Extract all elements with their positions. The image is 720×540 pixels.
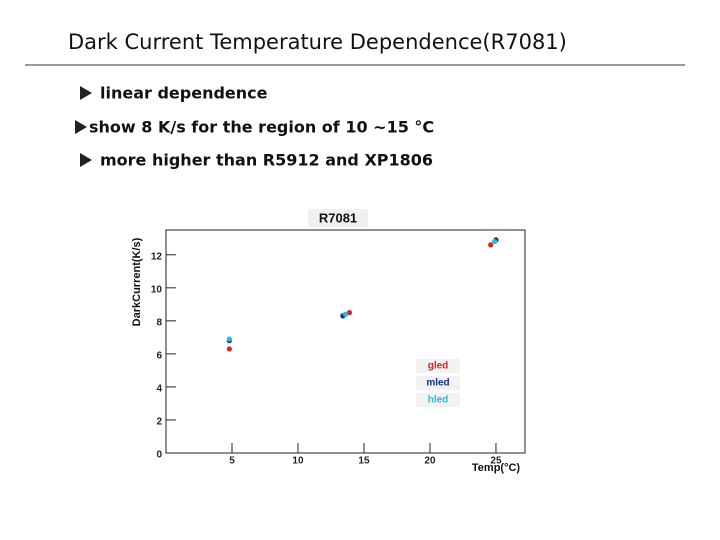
bullet-arrow: [80, 86, 92, 100]
legend-box: [416, 359, 460, 373]
bullet: show 8 K/s for the region of 10 ~15 °C: [89, 118, 434, 137]
plot-frame: [165, 229, 526, 454]
bullet: more higher than R5912 and XP1806: [100, 151, 433, 170]
x-tick-label: 20: [424, 456, 436, 467]
bullet: linear dependence: [100, 84, 268, 103]
point: [342, 311, 349, 317]
legend-label: hled: [428, 395, 449, 406]
x-tick-label: 10: [292, 456, 304, 467]
y-tick-label: 0: [156, 450, 162, 461]
point: [226, 346, 232, 352]
legend-box: [416, 393, 460, 407]
chart-title: R7081: [319, 210, 357, 225]
y-tick-label: 10: [151, 284, 163, 295]
point: [492, 238, 498, 245]
x-tick-label: 15: [358, 456, 370, 467]
point: [226, 336, 232, 342]
legend-label: gled: [428, 361, 449, 372]
y-tick-label: 2: [156, 417, 162, 428]
y-tick-label: 12: [151, 251, 163, 262]
y-tick-label: 8: [156, 317, 162, 328]
y-tick-label: 6: [156, 351, 162, 362]
legend-box: [416, 376, 460, 390]
bullet-arrow: [75, 120, 87, 134]
x-axis-label: Temp(°C): [472, 462, 521, 474]
legend-label: mled: [426, 378, 449, 389]
y-axis-label: DarkCurrent(K/s): [131, 237, 143, 326]
bullet-arrow: [80, 153, 92, 167]
slide-title: Dark Current Temperature Dependence(R708…: [68, 30, 567, 54]
x-tick-label: 25: [490, 456, 502, 467]
point: [488, 242, 494, 248]
point: [346, 309, 353, 316]
chart-title-box: [308, 209, 368, 227]
y-tick-label: 4: [156, 384, 162, 395]
x-tick-label: 5: [229, 456, 235, 467]
